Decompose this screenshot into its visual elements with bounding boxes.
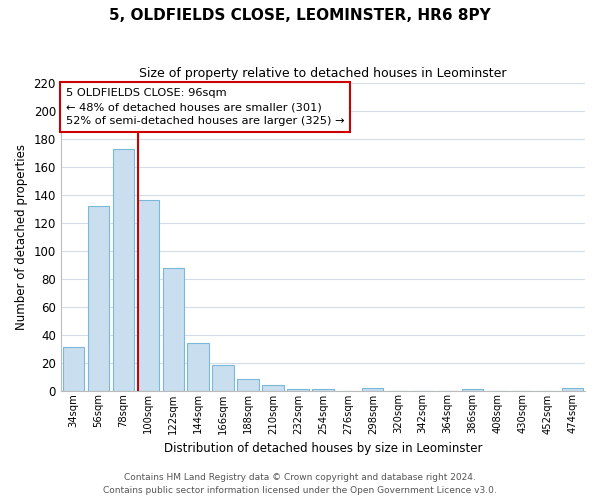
Bar	[62, 347, 84, 391]
Bar	[562, 388, 583, 390]
Title: Size of property relative to detached houses in Leominster: Size of property relative to detached ho…	[139, 68, 506, 80]
Bar	[113, 148, 134, 390]
Y-axis label: Number of detached properties: Number of detached properties	[15, 144, 28, 330]
Bar	[187, 343, 209, 390]
Bar	[238, 380, 259, 390]
X-axis label: Distribution of detached houses by size in Leominster: Distribution of detached houses by size …	[164, 442, 482, 455]
Text: 5 OLDFIELDS CLOSE: 96sqm
← 48% of detached houses are smaller (301)
52% of semi-: 5 OLDFIELDS CLOSE: 96sqm ← 48% of detach…	[66, 88, 344, 126]
Bar	[462, 389, 483, 390]
Bar	[88, 206, 109, 390]
Bar	[312, 389, 334, 390]
Bar	[262, 385, 284, 390]
Bar	[212, 366, 233, 390]
Bar	[287, 389, 308, 390]
Text: 5, OLDFIELDS CLOSE, LEOMINSTER, HR6 8PY: 5, OLDFIELDS CLOSE, LEOMINSTER, HR6 8PY	[109, 8, 491, 22]
Bar	[362, 388, 383, 390]
Text: Contains HM Land Registry data © Crown copyright and database right 2024.
Contai: Contains HM Land Registry data © Crown c…	[103, 474, 497, 495]
Bar	[163, 268, 184, 390]
Bar	[137, 200, 159, 390]
